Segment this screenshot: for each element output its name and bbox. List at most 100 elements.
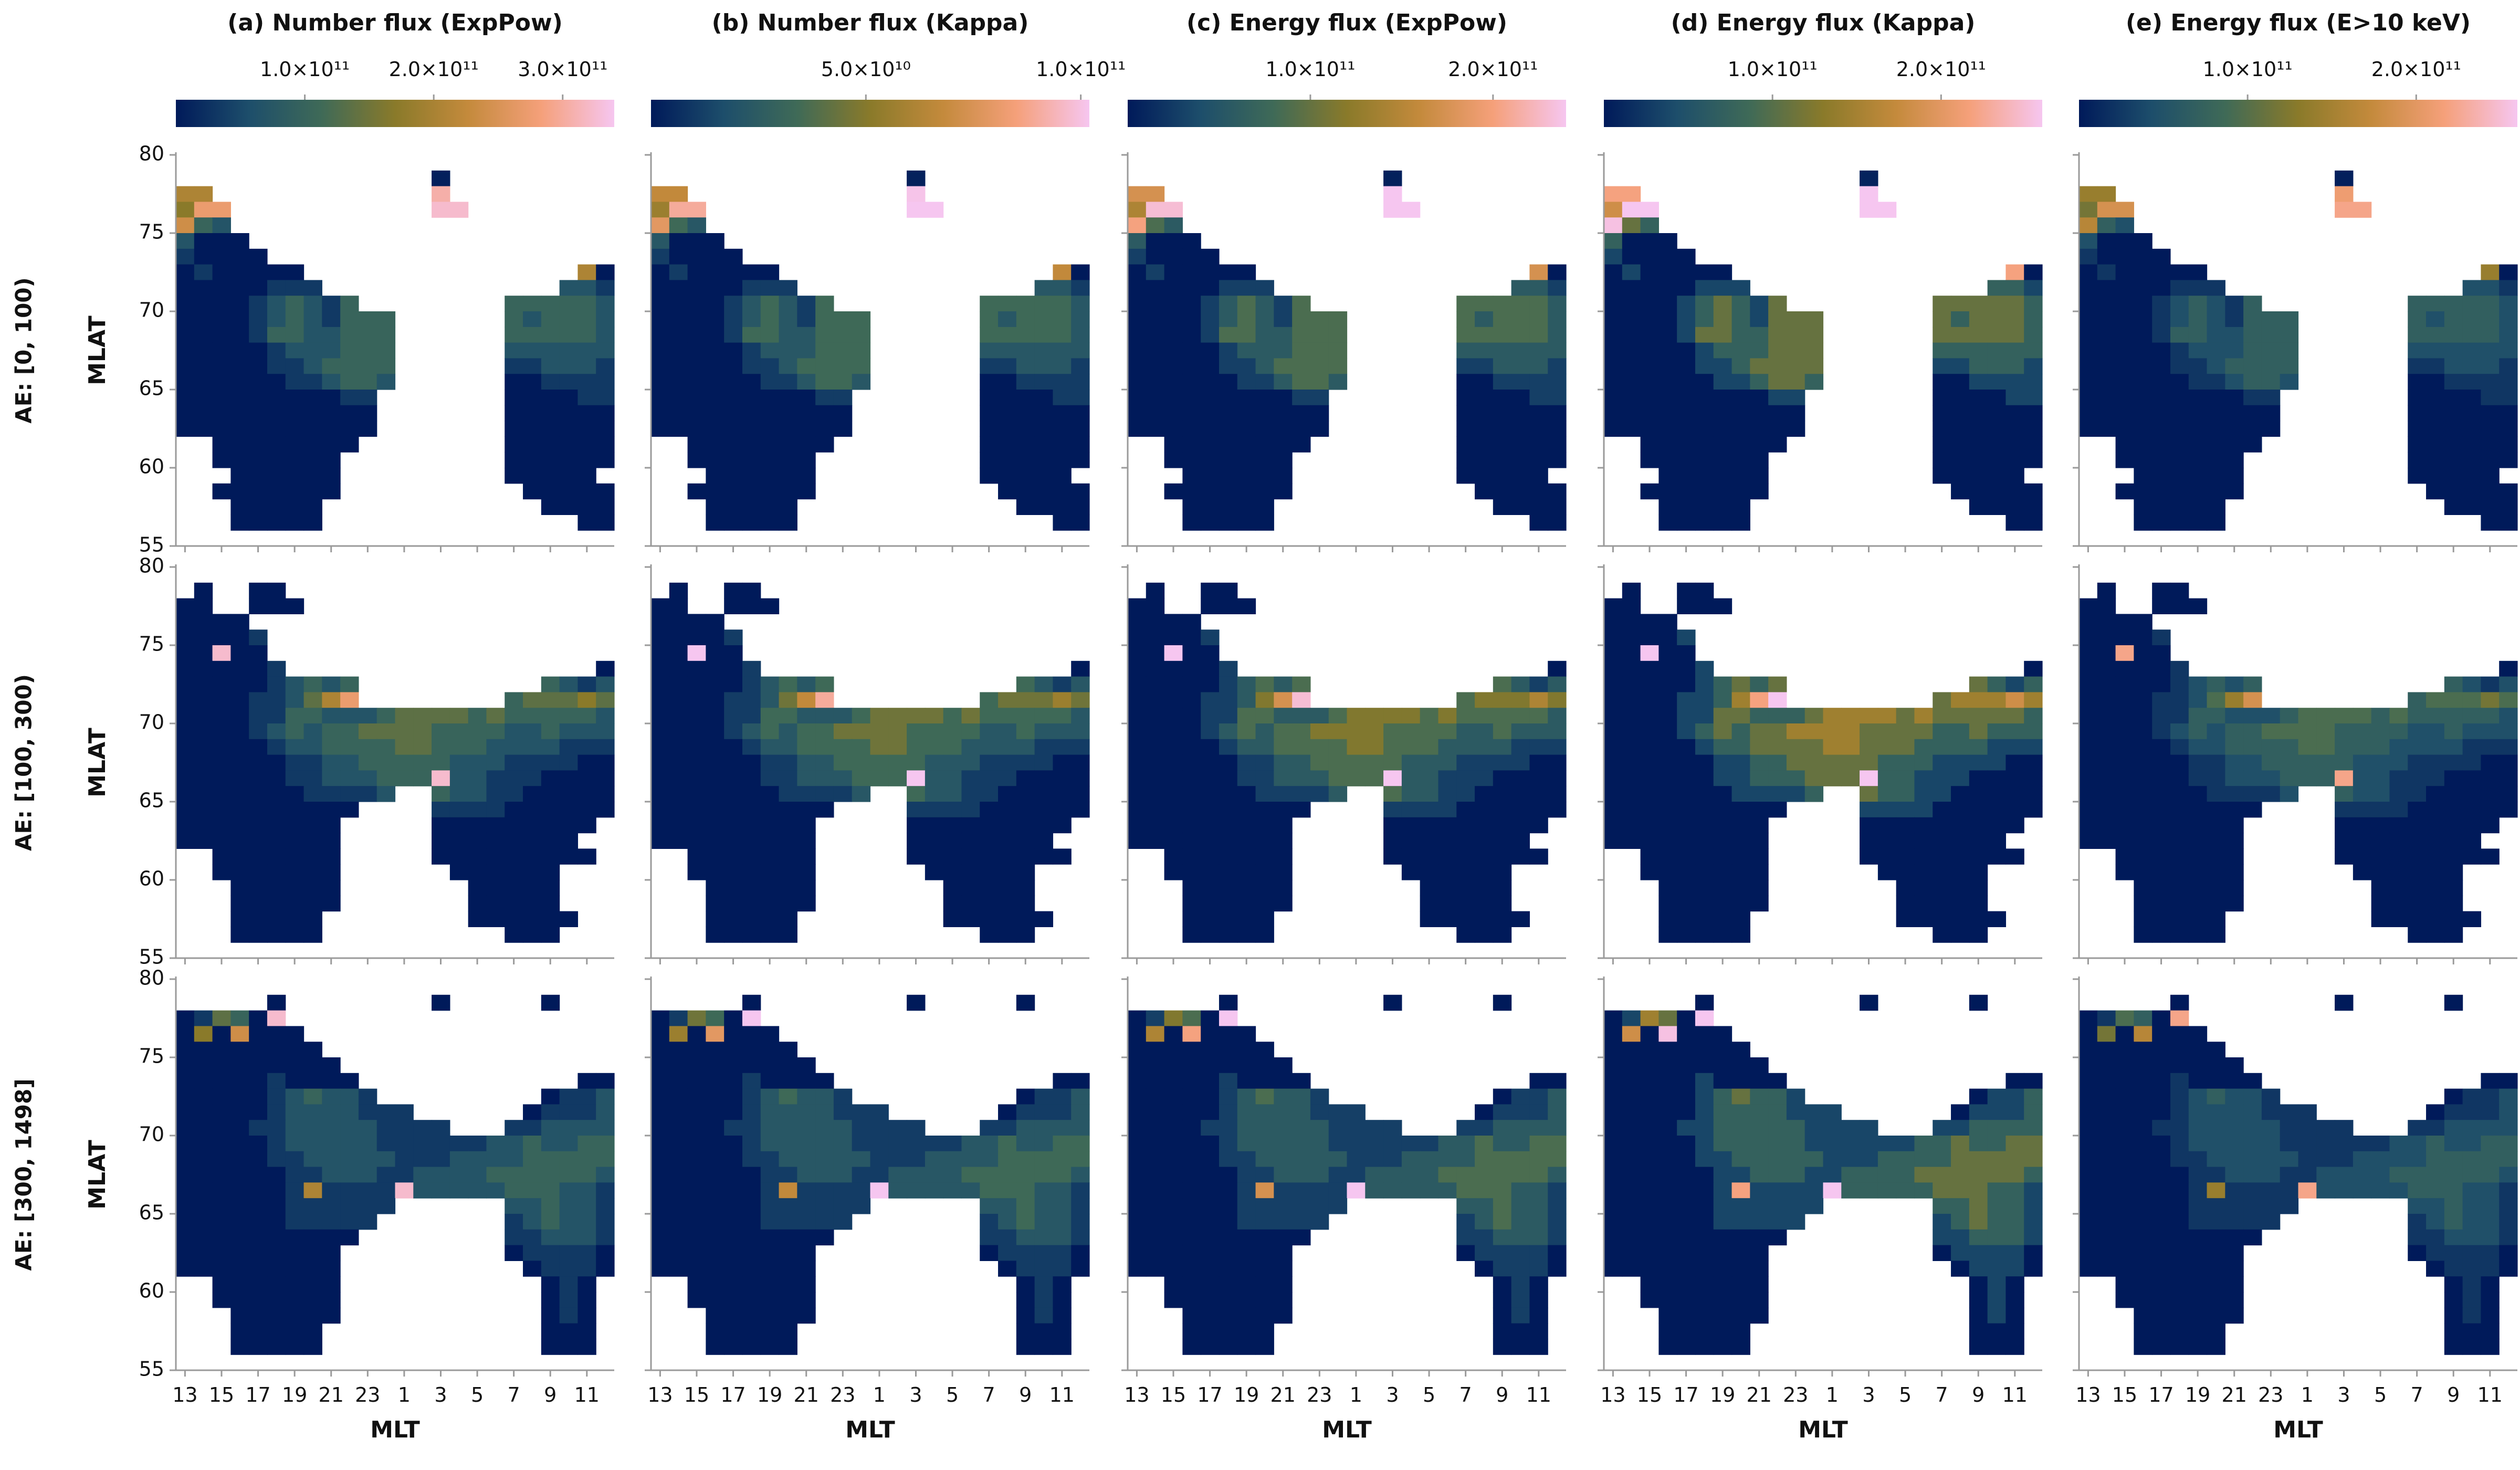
heatmap-cell	[1146, 248, 1165, 265]
heatmap-cell	[2316, 739, 2335, 755]
heatmap-cell	[760, 1026, 780, 1042]
heatmap-cell	[1128, 1136, 1147, 1152]
heatmap-cell	[1914, 1167, 1933, 1183]
heatmap-cell	[340, 802, 359, 818]
heatmap-cell	[1274, 692, 1293, 708]
heatmap-cell	[779, 1323, 797, 1339]
heatmap-cell	[2243, 296, 2262, 312]
heatmap-cell	[1622, 342, 1641, 359]
heatmap-cell	[2170, 296, 2189, 312]
heatmap-cell	[1146, 1026, 1165, 1042]
heatmap-cell	[706, 248, 724, 265]
heatmap-cell	[998, 927, 1017, 943]
heatmap-cell	[2079, 248, 2098, 265]
heatmap-cell	[1456, 1167, 1475, 1183]
heatmap-cell	[267, 1010, 286, 1026]
heatmap-cell	[2462, 452, 2482, 468]
heatmap-cell	[797, 358, 816, 374]
heatmap-cell	[2408, 405, 2427, 422]
heatmap-cell	[1237, 598, 1256, 614]
heatmap-cell	[2481, 1073, 2500, 1089]
heatmap-cell	[2481, 358, 2500, 374]
heatmap-cell	[194, 1167, 213, 1183]
heatmap-cell	[1933, 358, 1951, 374]
heatmap-cell	[1640, 614, 1659, 630]
heatmap-cell	[1328, 342, 1348, 359]
heatmap-cell	[1255, 358, 1274, 374]
heatmap-cell	[2188, 1292, 2208, 1308]
heatmap-cell	[1640, 1229, 1659, 1246]
heatmap-cell	[578, 1307, 596, 1324]
heatmap-cell	[1548, 374, 1567, 390]
heatmap-cell	[1146, 327, 1165, 343]
heatmap-cell	[779, 848, 797, 865]
heatmap-cell	[1493, 390, 1512, 406]
heatmap-cell	[1071, 342, 1090, 359]
heatmap-cell	[2134, 864, 2152, 880]
heatmap-cell	[578, 342, 596, 359]
heatmap-cell	[1713, 1245, 1732, 1261]
heatmap-cell	[2170, 1151, 2189, 1168]
heatmap-cell	[1548, 1136, 1567, 1152]
heatmap-cell	[1237, 833, 1256, 849]
heatmap-cell	[1969, 1104, 1988, 1120]
heatmap-cell	[651, 1057, 670, 1074]
heatmap-cell	[267, 1276, 286, 1293]
heatmap-cell	[2207, 754, 2225, 771]
heatmap-cell	[176, 739, 195, 755]
heatmap-cell	[2371, 880, 2390, 896]
heatmap-cell	[2207, 911, 2225, 927]
heatmap-cell	[2462, 786, 2482, 802]
heatmap-cell	[1201, 358, 1220, 374]
heatmap-cell	[687, 1104, 706, 1120]
heatmap-cell	[2225, 1292, 2244, 1308]
heatmap-cell	[1951, 1104, 1970, 1120]
heatmap-cell	[2188, 296, 2208, 312]
heatmap-cell	[1529, 1245, 1548, 1261]
heatmap-cell	[1951, 895, 1970, 912]
heatmap-cell	[559, 358, 579, 374]
heatmap-cell	[1016, 1182, 1035, 1199]
heatmap-cell	[1182, 1229, 1201, 1246]
heatmap-cell	[687, 390, 706, 406]
heatmap-cell	[2462, 1182, 2482, 1199]
heatmap-cell	[651, 1104, 670, 1120]
heatmap-cell	[815, 436, 834, 453]
heatmap-cell	[2170, 390, 2189, 406]
heatmap-cell	[212, 1214, 231, 1230]
heatmap-cell	[2188, 1229, 2208, 1246]
heatmap-cell	[376, 1104, 396, 1120]
heatmap-cell	[724, 754, 743, 771]
heatmap-cell	[2444, 927, 2463, 943]
heatmap-cell	[980, 358, 999, 374]
heatmap-cell	[2499, 514, 2518, 531]
heatmap-cell	[340, 358, 359, 374]
heatmap-cell	[1365, 1151, 1384, 1168]
heatmap-cell	[1896, 1136, 1915, 1152]
heatmap-cell	[1219, 421, 1238, 437]
heatmap-cell	[322, 1182, 341, 1199]
heatmap-cell	[1164, 1276, 1183, 1293]
heatmap-cell	[1750, 1104, 1769, 1120]
heatmap-cell	[1622, 421, 1641, 437]
heatmap-cell	[249, 676, 268, 692]
heatmap-cell	[1128, 660, 1147, 677]
heatmap-cell	[2024, 1229, 2043, 1246]
heatmap-cell	[2097, 645, 2116, 662]
heatmap-cell	[1255, 327, 1274, 343]
heatmap-cell	[669, 692, 688, 708]
heatmap-cell	[1365, 1136, 1384, 1152]
heatmap-cell	[1164, 452, 1183, 468]
heatmap-cell	[1201, 1120, 1220, 1136]
heatmap-cell	[578, 1182, 596, 1199]
heatmap-cell	[1201, 582, 1220, 599]
heatmap-cell	[1529, 483, 1548, 500]
heatmap-cell	[1713, 1292, 1732, 1308]
heatmap-cell	[797, 723, 816, 740]
heatmap-cell	[1713, 1339, 1732, 1355]
heatmap-cell	[523, 405, 542, 422]
heatmap-cell	[285, 723, 304, 740]
heatmap-cell	[1182, 233, 1201, 249]
panel-titles: (a) Number flux (ExpPow) (b) Number flux…	[227, 9, 2471, 36]
heatmap-cell	[1456, 468, 1475, 484]
